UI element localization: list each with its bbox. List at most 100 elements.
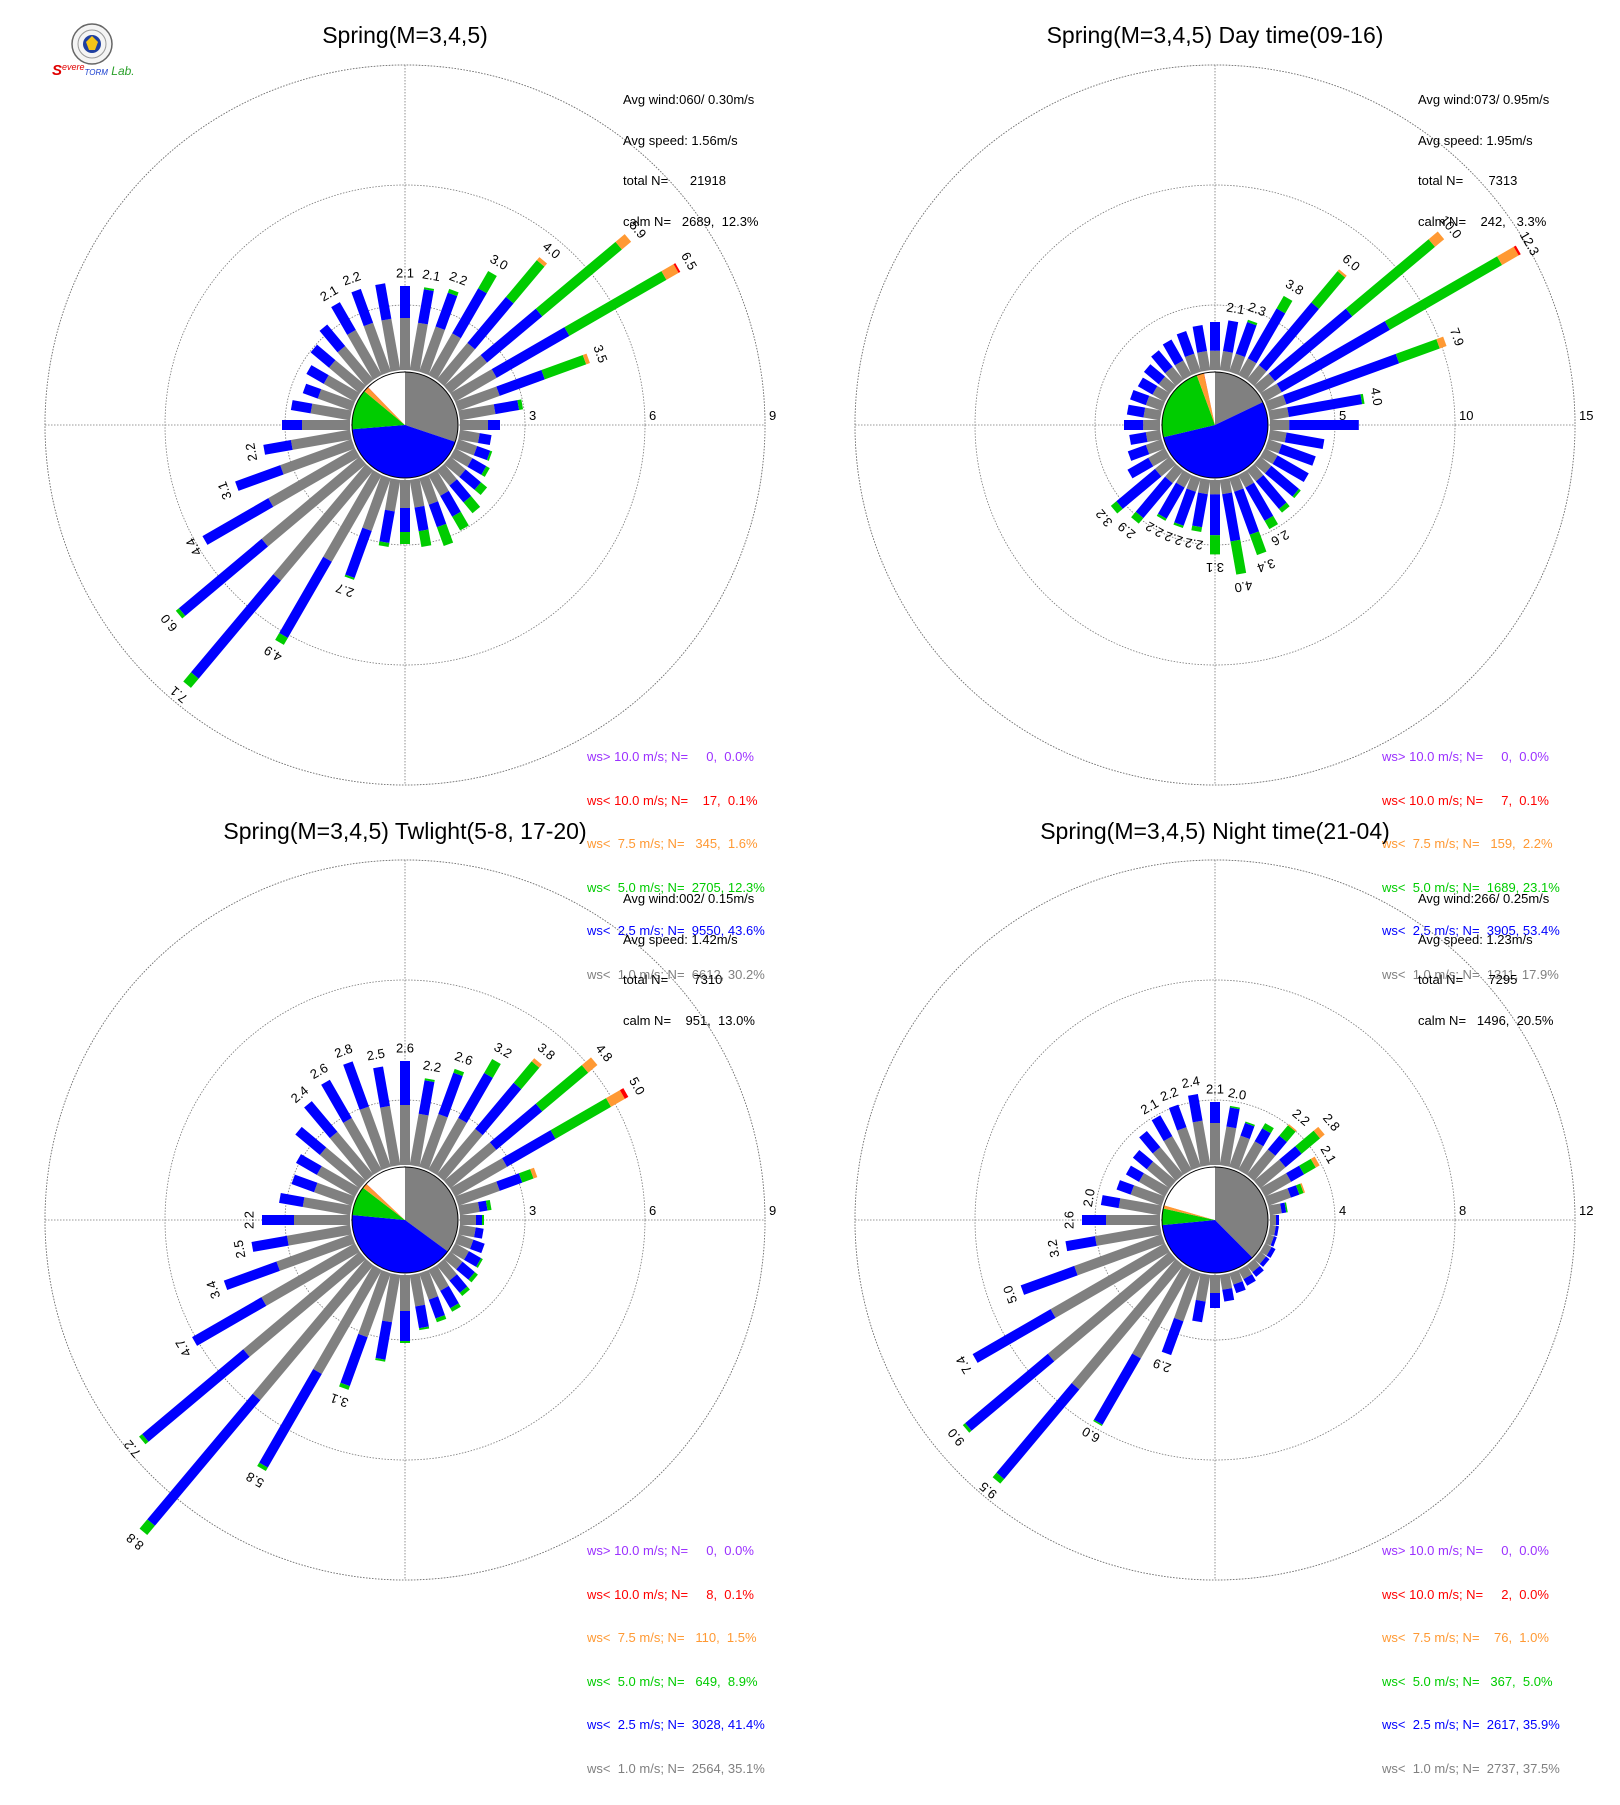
bar-segment xyxy=(262,1465,264,1468)
bar-segment xyxy=(1282,1150,1298,1163)
bar-segment xyxy=(510,263,541,300)
bar-segment xyxy=(187,675,195,684)
bar-segment xyxy=(1257,460,1268,469)
bar-value-label: 6.0 xyxy=(1079,1424,1102,1446)
bar-segment xyxy=(252,1241,287,1247)
calm-count: calm N= 2689, 12.3% xyxy=(623,215,759,229)
bar-value-label: 2.2 xyxy=(242,442,260,462)
bar-segment xyxy=(384,542,385,546)
bar-segment xyxy=(475,1232,483,1233)
bar-segment xyxy=(475,451,488,456)
bar-segment xyxy=(1254,533,1261,553)
bar-segment xyxy=(1132,395,1148,401)
bar-segment xyxy=(350,529,367,576)
bar-segment xyxy=(1147,368,1162,380)
bar-segment xyxy=(1119,1203,1160,1210)
stats-box: Avg wind:060/ 0.30m/s Avg speed: 1.56m/s… xyxy=(623,66,759,255)
bar-segment xyxy=(420,1306,424,1328)
bar-value-label: 7.1 xyxy=(167,683,190,706)
legend-item: ws> 10.0 m/s; N= 0, 0.0% xyxy=(587,1544,765,1559)
direction-bar xyxy=(1269,1230,1278,1232)
panel-title: Spring(M=3,4,5) Day time(09-16) xyxy=(810,22,1620,49)
stats-box: Avg wind:073/ 0.95m/s Avg speed: 1.95m/s… xyxy=(1418,66,1549,255)
bar-segment xyxy=(498,375,543,391)
bar-segment xyxy=(1283,506,1286,510)
bar-value-label: 2.0 xyxy=(1227,1085,1247,1103)
bar-segment xyxy=(1259,1131,1267,1144)
bar-segment xyxy=(584,358,588,359)
bar-value-label: 5.8 xyxy=(243,1469,266,1491)
bar-segment xyxy=(326,1082,348,1120)
bar-value-label: 5.0 xyxy=(1000,1284,1020,1306)
bar-segment xyxy=(1179,363,1187,378)
bar-segment xyxy=(543,360,584,375)
bar-segment xyxy=(1225,352,1228,371)
bar-segment xyxy=(433,1298,440,1317)
bar-segment xyxy=(1225,1127,1232,1165)
bar-value-label: 3.2 xyxy=(1092,506,1115,529)
bar-segment xyxy=(226,1266,279,1285)
bar-segment xyxy=(459,435,479,438)
bar-segment xyxy=(1098,1422,1099,1423)
bar-segment xyxy=(1296,493,1298,495)
bar-segment xyxy=(195,1302,264,1342)
direction-bar xyxy=(1263,1248,1273,1254)
bar-segment xyxy=(1272,1241,1275,1242)
bar-segment xyxy=(1286,437,1324,444)
bar-segment xyxy=(532,1172,536,1173)
direction-bar xyxy=(1130,435,1161,440)
legend-item: ws< 10.0 m/s; N= 2, 0.0% xyxy=(1382,1588,1560,1603)
bar-segment xyxy=(1169,370,1180,383)
bar-segment xyxy=(479,438,491,440)
legend-item: ws< 10.0 m/s; N= 7, 0.1% xyxy=(1382,794,1560,809)
bar-segment xyxy=(349,576,350,578)
bar-segment xyxy=(495,405,519,409)
bar-segment xyxy=(1148,400,1164,406)
bar-segment xyxy=(390,479,396,511)
bar-segment xyxy=(1269,412,1288,415)
bar-segment xyxy=(284,559,328,635)
bar-value-label: 4.0 xyxy=(1233,578,1253,596)
bar-segment xyxy=(440,1317,441,1321)
avg-speed: Avg speed: 1.56m/s xyxy=(623,134,759,148)
bar-segment xyxy=(1201,1274,1206,1301)
bar-value-label: 2.5 xyxy=(366,1046,386,1064)
bar-segment xyxy=(280,1198,304,1202)
bar-segment xyxy=(676,268,678,269)
bar-segment xyxy=(445,493,457,514)
panel-title: Spring(M=3,4,5) xyxy=(0,22,810,49)
bar-segment xyxy=(304,1202,351,1210)
bar-segment xyxy=(345,1336,363,1385)
bar-segment xyxy=(415,324,423,371)
bar-segment xyxy=(453,1277,463,1289)
bar-segment xyxy=(1203,479,1206,493)
bar-segment xyxy=(1162,380,1173,389)
bar-segment xyxy=(1281,298,1288,310)
ring-label: 6 xyxy=(649,1203,656,1218)
bar-segment xyxy=(387,1274,395,1321)
bar-segment xyxy=(142,1438,145,1441)
bar-segment xyxy=(585,1061,594,1069)
bar-segment xyxy=(1267,1126,1270,1131)
direction-bar xyxy=(1243,1268,1252,1284)
bar-segment xyxy=(1269,1208,1281,1210)
total-count: total N= 7313 xyxy=(1418,174,1549,188)
direction-bar xyxy=(459,435,491,441)
bar-segment xyxy=(1228,321,1233,352)
direction-bar xyxy=(1269,1207,1287,1210)
bar-segment xyxy=(484,471,487,473)
bar-value-label: 2.2 xyxy=(447,268,469,288)
panel-title: Spring(M=3,4,5) Night time(21-04) xyxy=(810,818,1620,845)
bar-value-label: 2.2 xyxy=(1289,1106,1312,1129)
bar-segment xyxy=(487,1205,491,1206)
bar-segment xyxy=(424,1081,430,1114)
bar-segment xyxy=(1298,1135,1316,1150)
bar-segment xyxy=(323,328,341,349)
bar-value-label: 3.0 xyxy=(487,251,510,273)
total-count: total N= 7310 xyxy=(623,973,755,987)
bar-value-label: 2.7 xyxy=(334,580,356,600)
bar-segment xyxy=(1248,1277,1252,1283)
stats-box: Avg wind:266/ 0.25m/s Avg speed: 1.23m/s… xyxy=(1418,865,1554,1054)
avg-wind: Avg wind:060/ 0.30m/s xyxy=(623,93,759,107)
